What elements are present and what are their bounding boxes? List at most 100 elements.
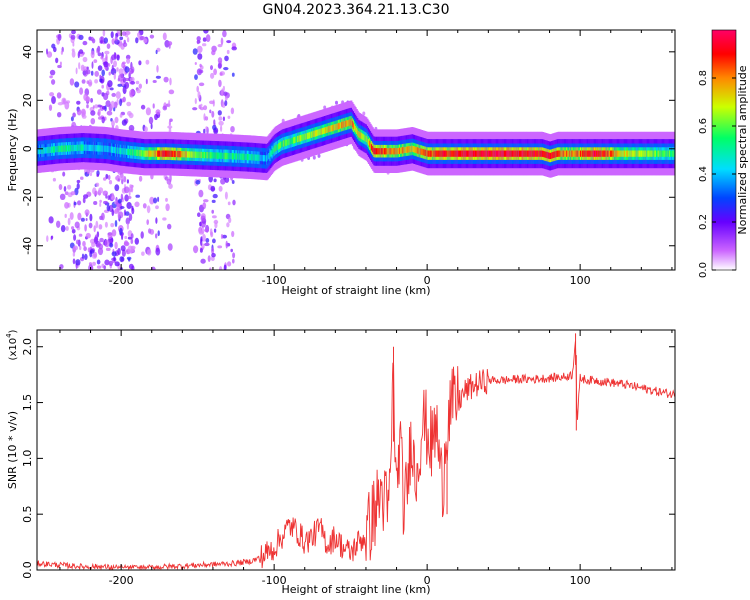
ridge-cell: [48, 146, 51, 154]
ridge-cell: [127, 148, 129, 155]
ridge-cell: [668, 150, 671, 157]
noise-speck: [127, 245, 133, 254]
noise-speck: [141, 251, 145, 256]
ridge-cell: [70, 145, 72, 152]
ridge-cell: [49, 146, 52, 153]
ridge-cell: [427, 150, 430, 157]
ridge-cell: [257, 154, 260, 161]
ridge-cell: [303, 133, 306, 141]
noise-speck: [127, 196, 132, 199]
ridge-cell: [166, 150, 169, 157]
ridge-cell: [536, 150, 538, 157]
noise-speck: [134, 201, 140, 208]
noise-speck: [213, 119, 216, 125]
ridge-cell: [227, 152, 230, 160]
ridge-cell: [118, 147, 120, 154]
snr-x-tick-label: 0: [424, 574, 431, 587]
ridge-cell: [581, 150, 583, 157]
noise-speck: [201, 243, 205, 250]
ridge-cell: [503, 150, 506, 157]
noise-speck: [114, 176, 119, 180]
snr-x-tick-label: -200: [109, 574, 134, 587]
noise-speck: [83, 246, 87, 252]
noise-speck: [169, 118, 173, 122]
ridge-cell: [348, 119, 351, 126]
ridge-cell: [273, 146, 276, 153]
ridge-cell: [571, 150, 573, 157]
ridge-cell: [185, 151, 188, 158]
ridge-cell: [85, 144, 87, 151]
spectrogram-y-tick-label: -20: [21, 188, 34, 206]
noise-speck: [140, 231, 144, 239]
noise-speck: [198, 189, 204, 198]
noise-speck: [223, 67, 229, 71]
ridge-cell: [397, 147, 400, 155]
ridge-cell: [475, 150, 477, 157]
ridge-cell: [623, 150, 626, 157]
ridge-cell: [432, 150, 434, 157]
ridge-cell: [245, 153, 248, 161]
ridge-cell: [125, 148, 128, 155]
noise-speck: [225, 240, 228, 249]
spectrogram-frame: [36, 29, 676, 271]
ridge-cell: [365, 135, 368, 143]
noise-speck: [163, 76, 169, 83]
noise-speck: [102, 30, 106, 37]
noise-speck: [142, 203, 147, 209]
noise-speck: [124, 235, 128, 240]
noise-speck: [202, 43, 207, 47]
ridge-cell: [169, 150, 172, 157]
noise-speck: [118, 68, 124, 75]
noise-speck: [194, 62, 197, 65]
spectrogram-x-tick-label: -100: [262, 274, 287, 287]
noise-speck: [57, 112, 62, 118]
ridge-cell: [451, 150, 454, 157]
ridge-cell: [228, 152, 231, 160]
noise-speck: [99, 237, 104, 243]
noise-speck: [224, 100, 228, 107]
ridge-cell: [666, 150, 669, 157]
colorbar-gradient: [712, 30, 736, 270]
noise-speck: [126, 223, 129, 230]
ridge-cell: [323, 127, 325, 134]
ridge-cell: [429, 150, 431, 157]
ridge-cell: [626, 150, 628, 157]
noise-speck: [55, 57, 59, 64]
ridge-cell: [250, 154, 252, 161]
ridge-cell: [559, 150, 562, 157]
noise-speck: [106, 43, 111, 49]
ridge-cell: [349, 119, 352, 126]
noise-speck: [194, 98, 197, 105]
noise-speck: [168, 183, 173, 189]
noise-speck: [231, 230, 235, 238]
ridge-cell: [147, 150, 149, 157]
noise-speck: [78, 34, 84, 41]
ridge-cell: [84, 144, 86, 151]
noise-speck: [82, 56, 88, 63]
noise-speck: [114, 241, 118, 250]
ridge-cell: [78, 144, 81, 151]
ridge-cell: [317, 129, 320, 136]
ridge-cell: [568, 150, 570, 157]
ridge-cell: [649, 150, 652, 157]
noise-speck: [128, 112, 134, 119]
noise-speck: [111, 38, 115, 45]
ridge-cell: [312, 131, 314, 138]
ridge-cell: [45, 147, 48, 154]
noise-speck: [125, 217, 130, 225]
noise-speck: [69, 78, 75, 86]
ridge-cell: [367, 139, 370, 146]
ridge-cell: [56, 146, 58, 153]
noise-speck: [124, 81, 130, 89]
noise-speck: [81, 114, 87, 119]
ridge-cell: [144, 150, 146, 157]
noise-speck: [218, 185, 223, 192]
ridge-cell: [567, 150, 569, 157]
ridge-cell: [442, 150, 445, 157]
noise-speck: [94, 79, 98, 84]
noise-speck: [226, 49, 230, 55]
ridge-cell: [453, 150, 456, 157]
ridge-cell: [550, 152, 552, 160]
ridge-cell: [305, 133, 308, 140]
noise-speck: [121, 119, 127, 126]
